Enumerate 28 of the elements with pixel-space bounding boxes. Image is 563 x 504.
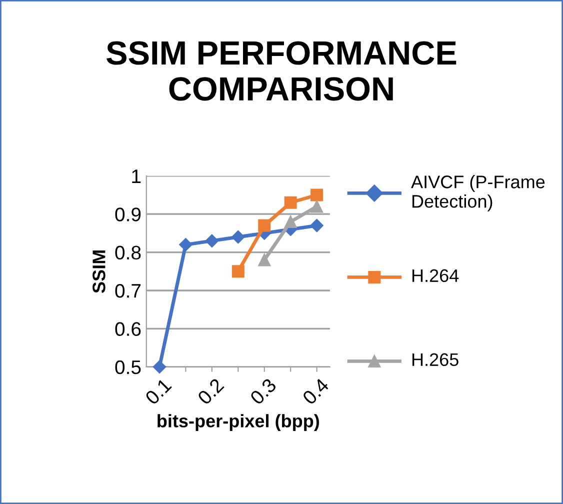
y-tick-label: 0.7 <box>115 284 141 298</box>
y-tick-label: 0.8 <box>115 246 141 260</box>
point <box>258 219 271 232</box>
point <box>205 234 219 248</box>
point <box>258 254 271 266</box>
legend-label: AIVCF (P-Frame Detection) <box>411 175 545 212</box>
x-tick-label: 0.3 <box>249 378 278 406</box>
point <box>179 238 192 252</box>
y-tick-label: 0.9 <box>115 208 141 222</box>
point <box>310 188 324 202</box>
legend-label: H.265 <box>412 353 458 366</box>
point <box>232 265 244 278</box>
y-tick-label: 0.6 <box>115 322 141 336</box>
legend-label: H.264 <box>412 269 459 282</box>
x-tick-label: 0.1 <box>144 378 172 406</box>
point <box>310 218 324 232</box>
chart-title: SSIM PERFORMANCE COMPARISON <box>106 41 456 101</box>
x-tick-label: 0.4 <box>302 377 330 406</box>
y-tick-label: 0.5 <box>115 360 141 374</box>
y-axis-title: SSIM <box>92 250 106 293</box>
point <box>284 196 297 209</box>
point <box>310 200 324 213</box>
point <box>232 230 245 244</box>
point <box>284 215 297 228</box>
x-axis-title: bits-per-pixel (bpp) <box>158 414 320 431</box>
x-tick-label: 0.2 <box>196 378 224 406</box>
point <box>152 360 166 374</box>
y-tick-label: 1 <box>132 170 141 183</box>
